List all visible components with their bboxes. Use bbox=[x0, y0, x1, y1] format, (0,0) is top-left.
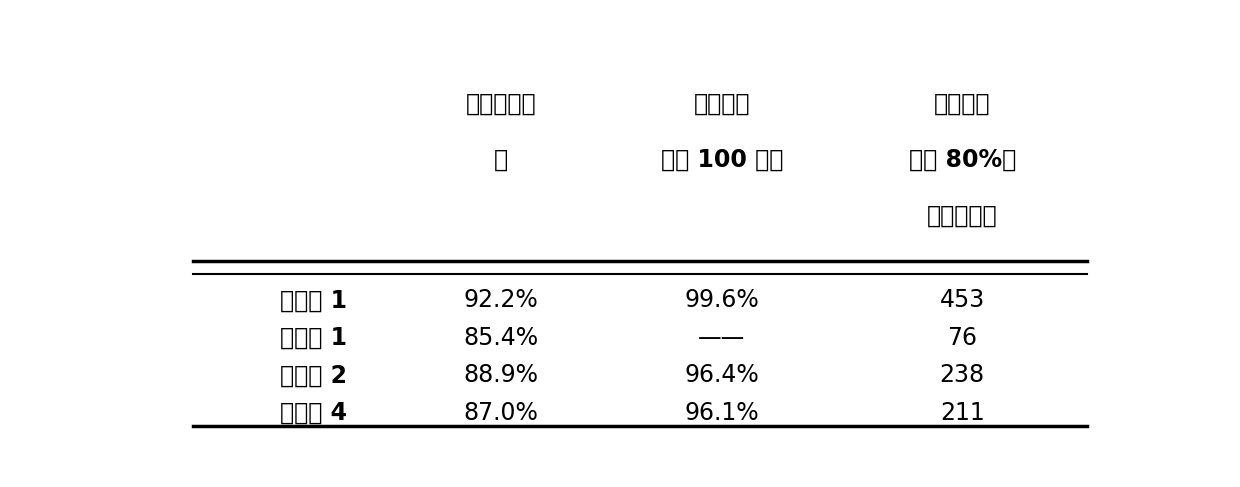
Text: 99.6%: 99.6% bbox=[684, 288, 759, 312]
Text: （第 100 圈）: （第 100 圈） bbox=[661, 148, 784, 172]
Text: 211: 211 bbox=[940, 401, 985, 425]
Text: 对比例 1: 对比例 1 bbox=[280, 326, 347, 350]
Text: 首次库伦效: 首次库伦效 bbox=[466, 92, 536, 115]
Text: 率: 率 bbox=[494, 148, 508, 172]
Text: 87.0%: 87.0% bbox=[464, 401, 538, 425]
Text: 96.1%: 96.1% bbox=[684, 401, 759, 425]
Text: 的循环圈数: 的循环圈数 bbox=[928, 204, 997, 228]
Text: 453: 453 bbox=[940, 288, 985, 312]
Text: 85.4%: 85.4% bbox=[464, 326, 538, 350]
Text: 88.9%: 88.9% bbox=[464, 363, 538, 387]
Text: 库伦效率: 库伦效率 bbox=[934, 92, 991, 115]
Text: ——: —— bbox=[698, 326, 745, 350]
Text: 76: 76 bbox=[947, 326, 977, 350]
Text: 238: 238 bbox=[940, 363, 985, 387]
Text: 对比例 4: 对比例 4 bbox=[280, 401, 347, 425]
Text: 实施例 1: 实施例 1 bbox=[280, 288, 347, 312]
Text: 对比例 2: 对比例 2 bbox=[280, 363, 347, 387]
Text: 低于 80%时: 低于 80%时 bbox=[909, 148, 1016, 172]
Text: 96.4%: 96.4% bbox=[684, 363, 759, 387]
Text: 92.2%: 92.2% bbox=[464, 288, 538, 312]
Text: 库伦效率: 库伦效率 bbox=[693, 92, 750, 115]
